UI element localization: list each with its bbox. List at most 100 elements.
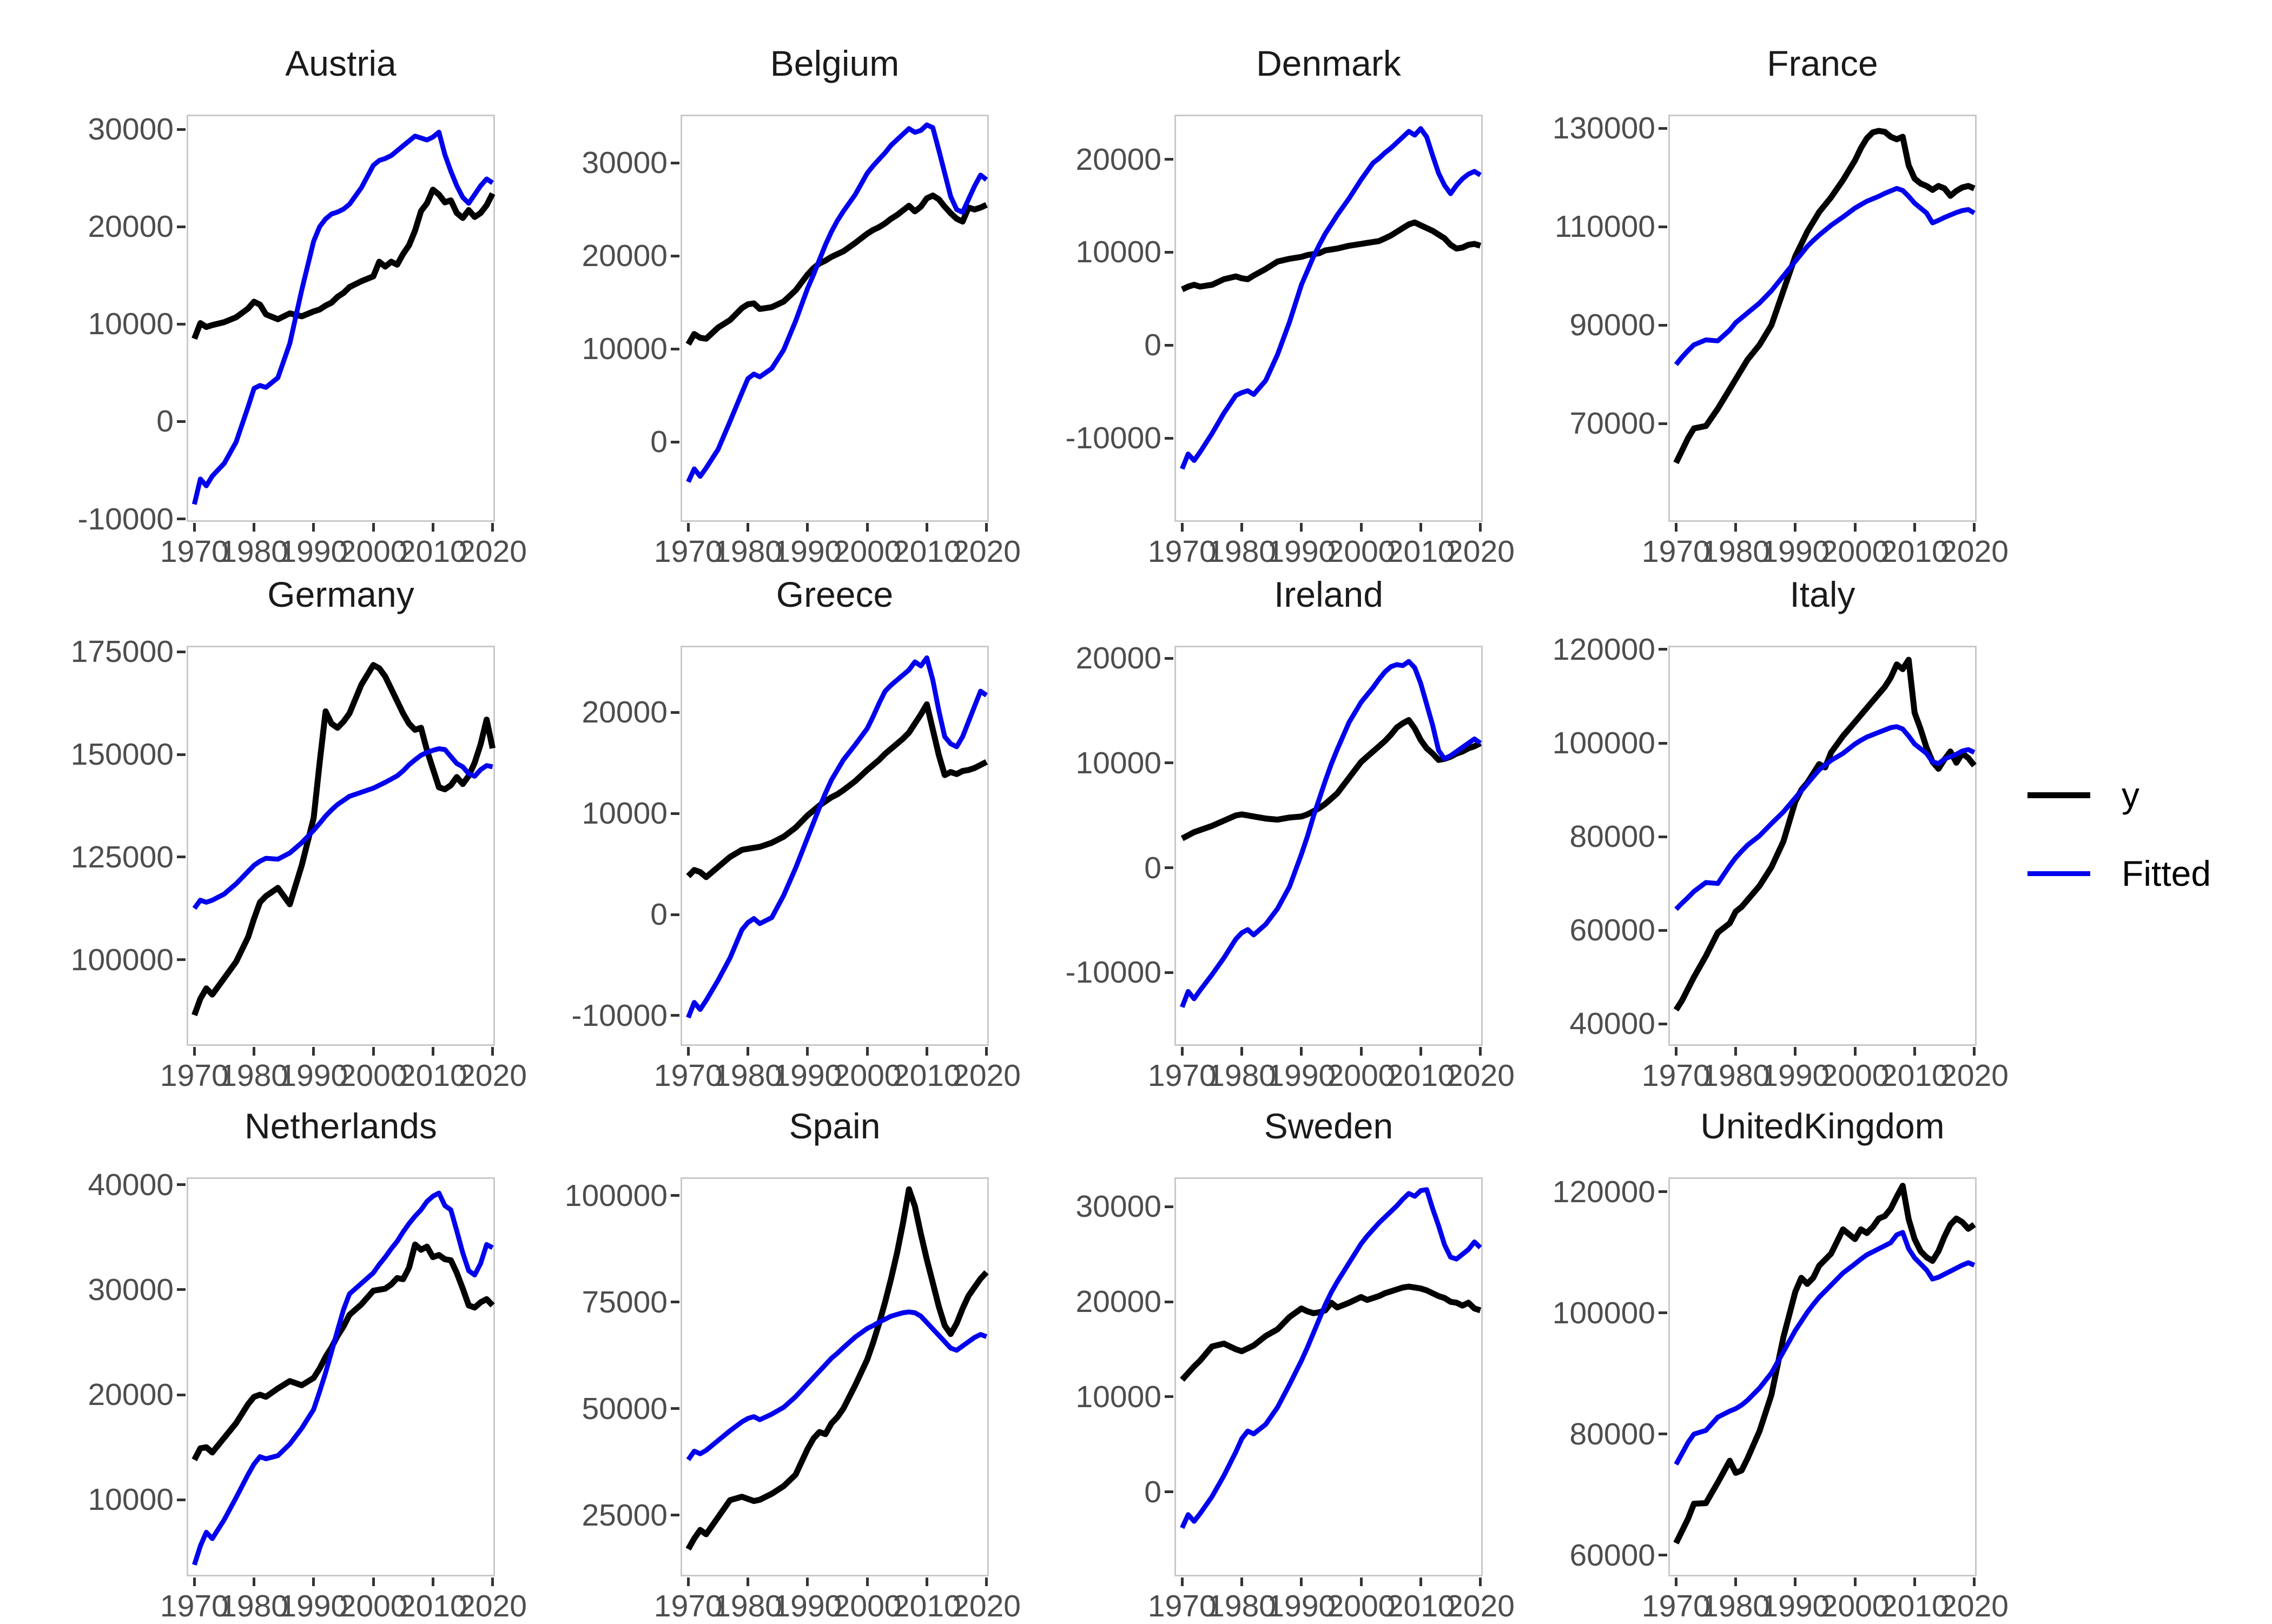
y-axis-tick-label: 20000: [582, 695, 668, 730]
x-axis-tick-mark: [1913, 1047, 1916, 1056]
x-axis-tick-mark: [1180, 1047, 1184, 1056]
y-axis-tick-label: 60000: [1569, 913, 1655, 948]
facet-panel-ireland: [1174, 646, 1483, 1046]
x-axis-tick-mark: [1674, 523, 1677, 532]
y-axis-tick-mark: [1659, 835, 1667, 838]
x-axis-tick-mark: [1419, 1577, 1422, 1586]
x-axis-tick-mark: [431, 523, 434, 532]
y-line: [1673, 1183, 1976, 1545]
y-axis-tick-label: 100000: [70, 942, 174, 977]
x-axis-tick-label: 2010: [1386, 534, 1455, 569]
x-axis-tick-label: 2010: [892, 1589, 961, 1623]
x-axis-tick-mark: [193, 1577, 196, 1586]
facet-panel-greece: [681, 646, 989, 1046]
x-axis-tick-label: 1980: [220, 1589, 288, 1623]
fitted-line: [686, 655, 988, 1019]
facet-title: UnitedKingdom: [1700, 1106, 1945, 1146]
y-line: [1180, 1283, 1482, 1382]
x-axis-tick-mark: [491, 1047, 494, 1056]
x-axis-tick-mark: [1240, 1577, 1244, 1586]
y-axis-tick-label: -10000: [77, 501, 174, 536]
x-axis-tick-label: 2010: [1386, 1589, 1455, 1623]
panel-border: [1668, 646, 1977, 1046]
y-axis-tick-label: 10000: [88, 1482, 174, 1517]
y-axis-tick-mark: [177, 753, 186, 756]
x-axis-tick-mark: [985, 523, 988, 532]
x-axis-tick-mark: [193, 523, 196, 532]
y-axis-tick-label: 75000: [582, 1284, 668, 1320]
x-axis-tick-label: 1990: [1267, 534, 1336, 569]
y-axis-tick-label: 20000: [582, 238, 668, 274]
x-axis-tick-mark: [686, 1047, 690, 1056]
fitted-line: [192, 1190, 494, 1566]
x-axis-tick-label: 2020: [458, 1589, 527, 1623]
x-axis-tick-label: 1990: [773, 1058, 842, 1093]
y-axis-tick-mark: [1659, 648, 1667, 651]
x-axis-tick-mark: [431, 1577, 434, 1586]
panel-border: [1668, 115, 1977, 522]
x-axis-tick-mark: [1419, 1047, 1422, 1056]
x-axis-tick-mark: [1479, 523, 1482, 532]
y-axis-tick-mark: [177, 322, 186, 326]
x-axis-tick-label: 1990: [1267, 1589, 1336, 1623]
x-axis-tick-label: 1980: [714, 1589, 782, 1623]
x-axis-tick-mark: [312, 523, 315, 532]
facet-panel-netherlands: [187, 1177, 495, 1576]
fitted-line: [1180, 1187, 1482, 1529]
x-axis-tick-label: 2000: [1326, 1589, 1396, 1623]
y-axis-tick-mark: [671, 1301, 679, 1304]
y-axis-tick-mark: [1659, 929, 1667, 932]
y-axis-tick-mark: [177, 650, 186, 653]
y-axis-tick-label: 20000: [1075, 142, 1161, 177]
y-axis-tick-mark: [1659, 741, 1667, 745]
facet-title: Austria: [285, 43, 397, 83]
x-axis-tick-label: 2010: [398, 1058, 467, 1093]
x-axis-tick-label: 1990: [1761, 1058, 1830, 1093]
x-axis-tick-mark: [253, 1047, 256, 1056]
x-axis-tick-mark: [747, 1047, 750, 1056]
facet-title: Spain: [789, 1106, 881, 1146]
y-axis-tick-mark: [1165, 1490, 1173, 1494]
y-axis-tick-mark: [1659, 1311, 1667, 1315]
x-axis-tick-label: 2020: [952, 1058, 1021, 1093]
x-axis-tick-mark: [866, 523, 869, 532]
x-axis-tick-label: 2000: [1820, 534, 1890, 569]
x-axis-tick-label: 1990: [279, 1058, 348, 1093]
x-axis-tick-mark: [686, 523, 690, 532]
x-axis-tick-label: 1990: [773, 534, 842, 569]
x-axis-tick-label: 1970: [1641, 534, 1710, 569]
x-axis-tick-mark: [1479, 1577, 1482, 1586]
x-axis-tick-mark: [1359, 523, 1363, 532]
x-axis-tick-mark: [686, 1577, 690, 1586]
y-axis-tick-label: 150000: [70, 737, 174, 772]
y-axis-tick-mark: [177, 856, 186, 859]
x-axis-tick-label: 2000: [1326, 534, 1396, 569]
x-axis-tick-mark: [1913, 1577, 1916, 1586]
x-axis-tick-label: 1990: [1761, 534, 1830, 569]
x-axis-tick-mark: [1973, 1577, 1976, 1586]
x-axis-tick-mark: [1359, 1577, 1363, 1586]
y-axis-tick-label: 40000: [1569, 1006, 1655, 1042]
y-axis-tick-label: 100000: [1552, 726, 1655, 761]
x-axis-tick-label: 1980: [1701, 1058, 1770, 1093]
y-axis-tick-label: -10000: [571, 998, 668, 1033]
x-axis-tick-label: 2020: [1940, 1058, 2009, 1093]
x-axis-tick-label: 2020: [1446, 534, 1515, 569]
panel-border: [187, 115, 495, 522]
x-axis-tick-mark: [1674, 1577, 1677, 1586]
x-axis-tick-label: 2020: [458, 534, 527, 569]
x-axis-tick-mark: [925, 523, 928, 532]
x-axis-tick-mark: [925, 1577, 928, 1586]
legend-label-y: y: [2122, 775, 2139, 815]
y-axis-tick-mark: [1165, 1300, 1173, 1303]
x-axis-tick-label: 1980: [1701, 534, 1770, 569]
y-axis-tick-mark: [1659, 1022, 1667, 1025]
facet-title: Sweden: [1264, 1106, 1393, 1146]
y-axis-tick-label: 110000: [1555, 209, 1655, 244]
x-axis-tick-label: 1990: [1761, 1589, 1830, 1623]
y-axis-tick-mark: [671, 812, 679, 815]
y-axis-tick-label: 30000: [88, 112, 174, 147]
x-axis-tick-label: 2020: [458, 1058, 527, 1093]
x-axis-tick-mark: [431, 1047, 434, 1056]
y-line: [191, 187, 496, 340]
